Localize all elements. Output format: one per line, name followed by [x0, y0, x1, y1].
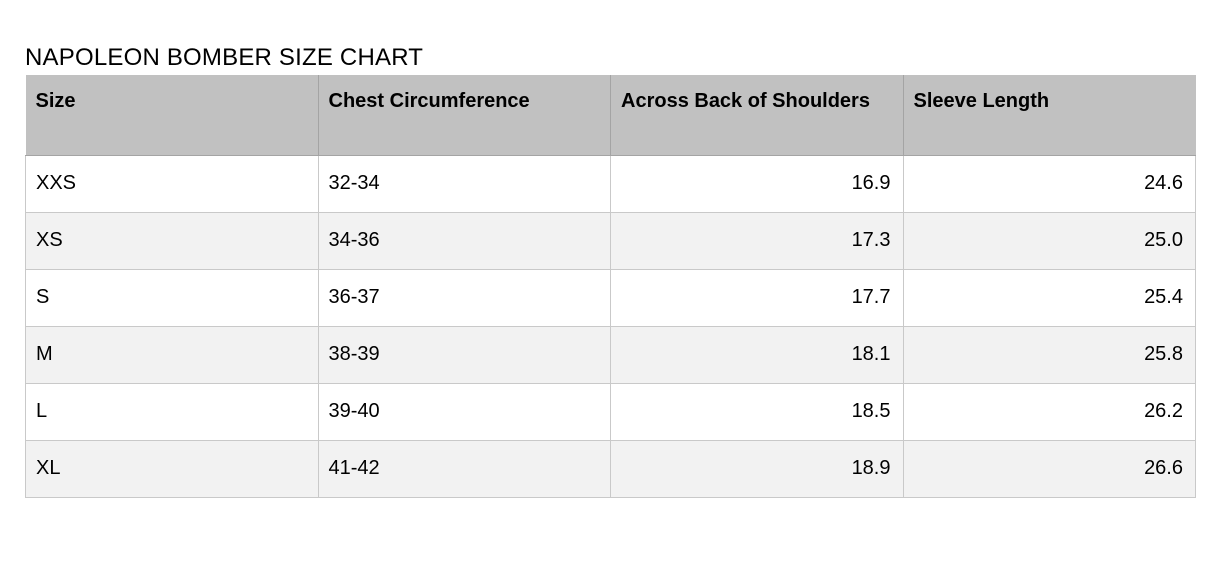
- table-cell: 26.6: [902, 439, 1196, 498]
- table-cell: XXS: [25, 154, 319, 213]
- table-cell: 24.6: [902, 154, 1196, 213]
- size-chart-body: XXS 32-34 16.9 24.6 XS 34-36 17.3 25.0 S 36-37 17.…: [25, 154, 1196, 498]
- table-cell: 17.7: [610, 268, 904, 327]
- size-chart-table: Size Chest Circumference Across Back of …: [25, 75, 1196, 498]
- table-cell: 26.2: [902, 382, 1196, 441]
- table-cell: 25.0: [902, 211, 1196, 270]
- table-cell: 18.9: [610, 439, 904, 498]
- column-header-sleeve-length: Sleeve Length: [902, 75, 1196, 156]
- table-cell: 39-40: [317, 382, 611, 441]
- table-cell: 36-37: [317, 268, 611, 327]
- column-header-chest-circumference: Chest Circumference: [317, 75, 611, 156]
- table-row: L 39-40 18.5 26.2: [25, 382, 1196, 441]
- table-cell: L: [25, 382, 319, 441]
- table-cell: 16.9: [610, 154, 904, 213]
- table-row: XS 34-36 17.3 25.0: [25, 211, 1196, 270]
- table-cell: 18.5: [610, 382, 904, 441]
- table-cell: 38-39: [317, 325, 611, 384]
- table-cell: M: [25, 325, 319, 384]
- size-chart-header: Size Chest Circumference Across Back of …: [25, 75, 1196, 156]
- table-row: S 36-37 17.7 25.4: [25, 268, 1196, 327]
- column-header-across-back-of-shoulders: Across Back of Shoulders: [610, 75, 903, 156]
- table-cell: XL: [25, 439, 319, 498]
- table-cell: XS: [25, 211, 319, 270]
- page-title: NAPOLEON BOMBER SIZE CHART: [25, 44, 424, 71]
- table-cell: 32-34: [317, 154, 611, 213]
- table-cell: 25.4: [902, 268, 1196, 327]
- table-row: XL 41-42 18.9 26.6: [25, 439, 1196, 498]
- table-cell: 18.1: [610, 325, 904, 384]
- table-row: XXS 32-34 16.9 24.6: [25, 154, 1196, 213]
- column-header-size: Size: [25, 75, 318, 156]
- table-cell: 34-36: [317, 211, 611, 270]
- table-cell: S: [25, 268, 319, 327]
- table-cell: 41-42: [317, 439, 611, 498]
- table-cell: 17.3: [610, 211, 904, 270]
- table-cell: 25.8: [902, 325, 1196, 384]
- header-row: Size Chest Circumference Across Back of …: [25, 75, 1196, 156]
- table-row: M 38-39 18.1 25.8: [25, 325, 1196, 384]
